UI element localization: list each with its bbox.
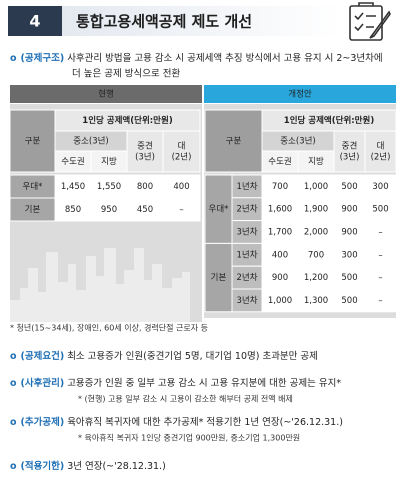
cell-text: 중소(3년)	[73, 136, 109, 147]
tab-bar	[204, 85, 396, 103]
cell-text: 기본	[25, 205, 41, 215]
cell-text: (2년)	[172, 152, 192, 163]
cell-text: (2년)	[371, 152, 391, 163]
cell-text: 450	[137, 205, 153, 215]
cell-text: 900	[341, 228, 357, 238]
bullet-item: o (공제구조) 사후관리 방법을 고용 감소 시 공제세액 추징 방식에서 고용 …	[10, 52, 383, 64]
table-cell	[126, 130, 164, 173]
cell-text: 2,000	[304, 228, 328, 238]
table-cell	[364, 288, 397, 313]
cell-text: 1인당 공제액(단위:만원)	[82, 115, 173, 126]
cell-text: 500	[341, 296, 357, 306]
cell-text: 1,300	[304, 296, 328, 306]
checklist-icon	[349, 2, 391, 41]
cell-text: 우대*	[209, 205, 229, 215]
cell-text: 300	[372, 182, 388, 192]
cell-text: 지방	[308, 156, 324, 167]
cell-text: –	[378, 296, 382, 306]
cell-text: 900	[272, 273, 288, 283]
cell-text: 우대*	[23, 182, 43, 192]
cell-text: 1,200	[304, 273, 328, 283]
bullet-item: o (적용기한) 3년 연장(~'28.12.31.)	[10, 460, 166, 472]
cell-text: 1,700	[268, 228, 292, 238]
cell-text: 구분	[25, 137, 41, 147]
cell-text: 수도권	[268, 156, 291, 167]
section-title: 통합고용세액공제 제도 개선	[76, 13, 252, 31]
cell-text: –	[378, 250, 382, 260]
cell-text: 700	[272, 182, 288, 192]
cell-text: 2년차	[236, 204, 257, 215]
cell-text: 중견	[342, 141, 358, 152]
bullet-item: o (공제요건) 최소 고용증가 인원(중견기업 5명, 대기업 10명) 초과분만…	[10, 350, 318, 362]
table-cell	[162, 130, 201, 173]
skyline	[10, 248, 190, 322]
table-cell	[364, 130, 397, 173]
tab-bar	[10, 85, 202, 103]
cell-text: 구분	[226, 137, 242, 147]
cell-text: 1,000	[304, 182, 328, 192]
cell-text: 1,000	[268, 296, 292, 306]
cell-text: –	[179, 205, 183, 215]
cell-text: (3년)	[340, 152, 360, 163]
number-box	[8, 6, 62, 36]
cell-text: (3년)	[135, 152, 155, 163]
cell-text: 900	[341, 205, 357, 215]
cell-text: 400	[173, 182, 189, 192]
cell-text: 1년차	[236, 181, 257, 192]
cell-text: 대	[377, 142, 385, 152]
cell-text: 중소(3년)	[280, 136, 316, 147]
table-cell	[204, 109, 263, 173]
cell-text: –	[378, 273, 382, 283]
bullet-note: * (현행) 고용 일부 감소 시 고용이 감소한 해부터 공제 전액 배제	[78, 394, 293, 404]
cell-text: 1,450	[61, 182, 85, 192]
cell-text: 2년차	[236, 272, 257, 283]
cell-text: 중견	[137, 141, 153, 152]
cell-text: 1년차	[236, 249, 257, 260]
cell-text: 1,900	[304, 205, 328, 215]
cell-text: 1,550	[97, 182, 121, 192]
cell-text: 3년차	[236, 295, 257, 306]
title-band	[62, 6, 342, 36]
tab-label: 개정안	[288, 89, 312, 100]
cell-text: 300	[341, 250, 357, 260]
cell-text: 1인당 공제액(단위:만원)	[284, 115, 375, 126]
bullet-item: o (사후관리) 고용증가 인원 중 일부 고용 감소 시 고용 유지분에 대한 공…	[10, 377, 341, 389]
cell-text: 850	[65, 205, 81, 215]
cell-text: 500	[341, 273, 357, 283]
table-footnote: * 청년(15~34세), 장애인, 60세 이상, 경력단절 근로자 등	[10, 323, 208, 333]
table-cell	[204, 242, 233, 313]
tab-label: 현행	[98, 89, 114, 100]
table-cell	[333, 130, 366, 173]
table-cell	[162, 197, 201, 222]
cell-text: 500	[341, 182, 357, 192]
bullet-note: * 육아휴직 복귀자 1인당 중견기업 900만원, 중소기업 1,300만원	[78, 433, 300, 443]
cell-text: 500	[372, 205, 388, 215]
cell-text: 수도권	[61, 156, 84, 167]
cell-text: 400	[272, 250, 288, 260]
section-number: 4	[29, 12, 40, 31]
cell-text: 지방	[101, 156, 117, 167]
cell-text: 700	[308, 250, 324, 260]
cell-text: 3년차	[236, 227, 257, 238]
cell-text: 1,600	[268, 205, 292, 215]
cell-text: 950	[101, 205, 117, 215]
cell-text: 대	[178, 142, 186, 152]
bullet-item: o (추가공제) 육아휴직 복귀자에 대한 추가공제* 적용기한 1년 연장(~'2…	[10, 416, 343, 428]
cell-text: –	[378, 228, 382, 238]
bullet-continuation: 더 높은 공제 방식으로 전환	[72, 68, 180, 80]
cell-text: 기본	[211, 273, 227, 283]
cell-text: 800	[137, 182, 153, 192]
